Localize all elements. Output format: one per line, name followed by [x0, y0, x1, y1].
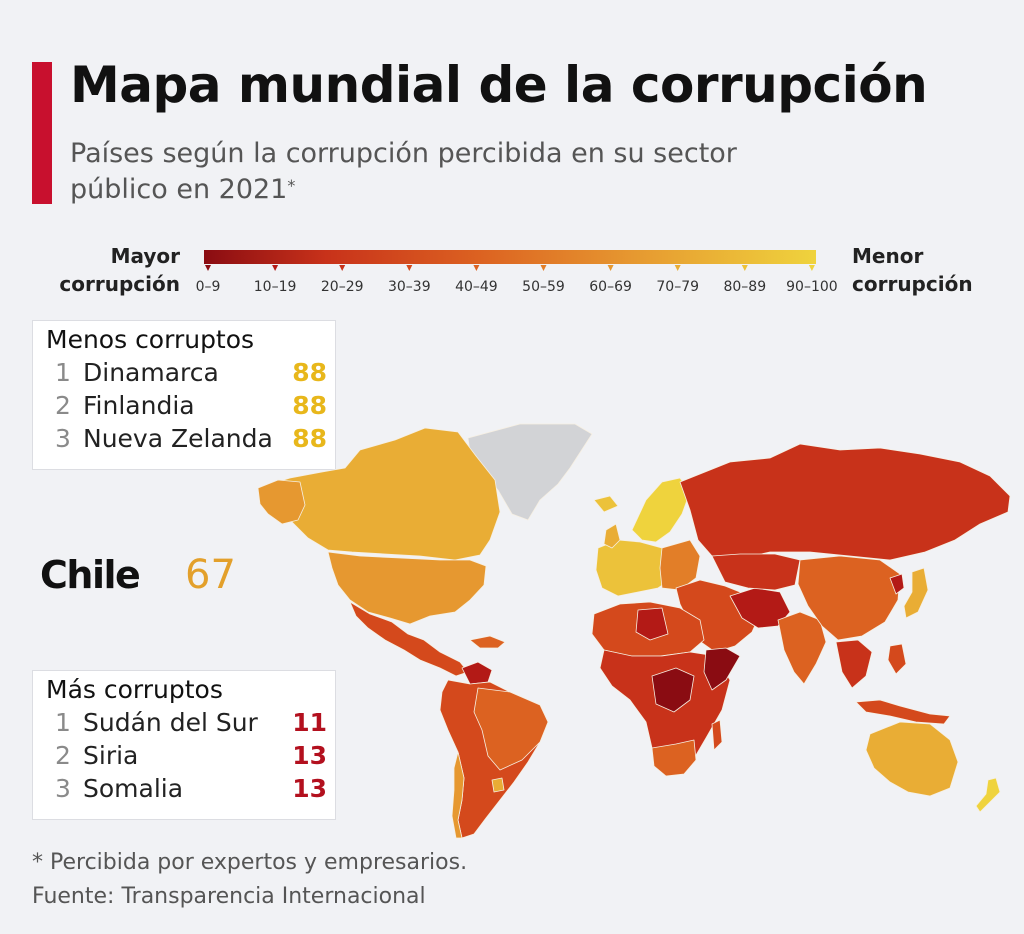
madagascar-region [711, 719, 723, 751]
legend-tick-label: 0–9 [196, 279, 221, 295]
least-corrupt-row: 2 Finlandia 88 [33, 389, 335, 422]
highlight-country-score: 67 [185, 552, 236, 598]
subtitle-asterisk: * [287, 176, 296, 195]
legend-right-line1: Menor [852, 244, 924, 268]
world-map [257, 423, 1011, 839]
color-legend: 0–9 10–19 20–29 30–39 40–49 50–59 60–69 70–79 80… [196, 250, 838, 295]
legend-right-label: Menor corrupción [852, 242, 1012, 298]
southeast-asia-region [835, 639, 873, 689]
legend-tick-marker [741, 265, 748, 271]
chile-region [451, 751, 465, 839]
least-corrupt-row: 1 Dinamarca 88 [33, 356, 335, 389]
most-corrupt-row: 1 Sudán del Sur 11 [33, 706, 335, 739]
rank-number: 1 [55, 708, 71, 737]
country-score: 13 [292, 774, 327, 803]
legend-tick-label: 90–100 [786, 279, 838, 295]
central-africa-region [651, 667, 695, 713]
highlight-country-name: Chile [40, 553, 141, 597]
legend-tick-marker [473, 265, 480, 271]
philippines-region [887, 643, 907, 675]
scandinavia-region [631, 477, 691, 543]
legend-tick-marker [205, 265, 211, 271]
rank-number: 1 [55, 358, 71, 387]
legend-tick-marker [674, 265, 681, 271]
legend-tick-marker [808, 265, 815, 271]
country-score: 13 [292, 741, 327, 770]
horn-of-africa-region [703, 647, 741, 691]
venezuela-region [461, 661, 493, 685]
country-name: Nueva Zelanda [83, 424, 273, 453]
country-score: 88 [292, 391, 327, 420]
indonesia-region [855, 699, 951, 725]
libya-region [635, 607, 669, 641]
rank-number: 2 [55, 391, 71, 420]
country-score: 11 [292, 708, 327, 737]
legend-tick-marker [540, 265, 547, 271]
page-title: Mapa mundial de la corrupción [70, 56, 928, 114]
canada-region [257, 427, 501, 561]
mexico-region [349, 601, 469, 677]
least-corrupt-title: Menos corruptos [46, 325, 255, 354]
country-name: Sudán del Sur [83, 708, 258, 737]
korea-region [889, 573, 905, 595]
legend-tick-marker [272, 265, 279, 271]
most-corrupt-row: 2 Siria 13 [33, 739, 335, 772]
iceland-region [593, 495, 619, 513]
brazil-region [473, 687, 549, 771]
uk-region [603, 523, 621, 549]
japan-region [903, 567, 929, 619]
most-corrupt-panel: Más corruptos 1 Sudán del Sur 11 2 Siria… [32, 670, 336, 820]
southern-africa-region [651, 739, 697, 777]
legend-tick-marker [339, 265, 346, 271]
legend-left-label: Mayor corrupción [40, 242, 180, 298]
usa-region [327, 551, 487, 625]
india-region [777, 611, 827, 685]
least-corrupt-panel: Menos corruptos 1 Dinamarca 88 2 Finland… [32, 320, 336, 470]
legend-tick-label: 20–29 [321, 279, 364, 295]
rank-number: 2 [55, 741, 71, 770]
source-note: Fuente: Transparencia Internacional [32, 884, 426, 909]
caribbean-region [469, 635, 506, 649]
alaska-region [257, 479, 306, 525]
most-corrupt-row: 3 Somalia 13 [33, 772, 335, 805]
legend-tick-label: 40–49 [455, 279, 498, 295]
subtitle-text: Países según la corrupción percibida en … [70, 138, 737, 205]
accent-bar [32, 62, 52, 204]
country-name: Dinamarca [83, 358, 219, 387]
country-score: 88 [292, 358, 327, 387]
australia-region [865, 721, 959, 797]
most-corrupt-title: Más corruptos [46, 675, 223, 704]
rank-number: 3 [55, 774, 71, 803]
legend-tick-label: 30–39 [388, 279, 431, 295]
legend-tick-label: 10–19 [254, 279, 297, 295]
country-name: Siria [83, 741, 139, 770]
least-corrupt-row: 3 Nueva Zelanda 88 [33, 422, 335, 455]
china-region [797, 555, 901, 641]
central-asia-region [711, 553, 801, 591]
page-subtitle: Países según la corrupción percibida en … [70, 136, 790, 208]
footnote: * Percibida por expertos y empresarios. [32, 850, 468, 875]
legend-tick-marker [406, 265, 413, 271]
legend-gradient-bar [204, 250, 816, 264]
country-name: Somalia [83, 774, 184, 803]
legend-tick-label: 60–69 [589, 279, 632, 295]
country-name: Finlandia [83, 391, 195, 420]
legend-tick-label: 80–89 [723, 279, 766, 295]
uruguay-region [491, 777, 505, 793]
russia-region [679, 443, 1011, 561]
legend-tick-label: 70–79 [656, 279, 699, 295]
new-zealand-region [975, 777, 1001, 813]
legend-left-line2: corrupción [59, 272, 180, 296]
legend-tick-label: 50–59 [522, 279, 565, 295]
legend-tick-marker [607, 265, 614, 271]
legend-left-line1: Mayor [110, 244, 180, 268]
legend-right-line2: corrupción [852, 272, 973, 296]
country-score: 88 [292, 424, 327, 453]
rank-number: 3 [55, 424, 71, 453]
